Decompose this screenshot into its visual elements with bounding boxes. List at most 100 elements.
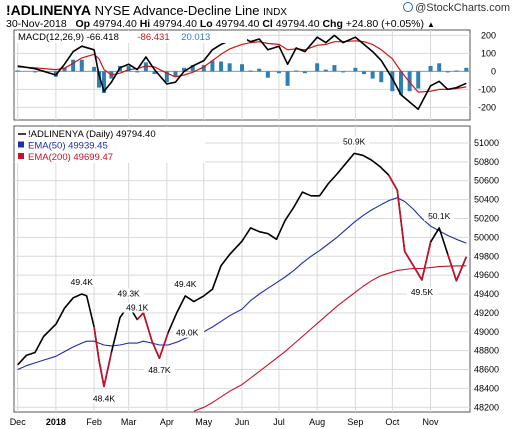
macd-histogram-bar [464,67,469,72]
macd-histogram-bar [182,67,187,72]
macd-histogram-bar [15,70,20,72]
price-annotation-label: 49.3K [118,288,141,298]
macd-histogram-bar [362,71,367,75]
macd-histogram-bar [240,64,244,72]
price-annotation-label: 49.4K [174,279,197,289]
price-annotation-label: 50.9K [343,136,366,146]
vertical-gridlines [17,30,432,412]
price-y-tick-label: 50000 [474,232,499,242]
x-tick-label: Feb [86,417,102,427]
macd-histogram-bar [32,71,37,73]
macd-histogram-bar [428,66,433,72]
macd-y-tick-label: 0 [491,66,496,76]
annotation-bg [66,277,97,288]
price-y-tick-label: 50800 [474,157,499,167]
price-decline-segment [93,326,113,388]
brand-watermark[interactable]: @StockCharts.com [403,2,510,14]
annotation-bg [339,136,370,147]
macd-histogram-bar [101,71,106,93]
annotation-bg [174,327,205,338]
price-y-tick-label: 50200 [474,214,499,224]
macd-histogram-bar [152,71,157,75]
macd-histogram-bar [445,71,450,73]
price-annotation-label: 49.5K [411,287,434,297]
macd-histogram-bar [285,71,290,86]
quote-line: 30-Nov-2018 Op 49794.40 Hi 49794.40 Lo 4… [6,18,435,30]
symbol-name: NYSE Advance-Decline Line [94,3,260,18]
price-annotation-label: 49.0K [176,328,199,338]
price-legend-swatch [18,153,24,159]
annotation-bg [144,365,175,376]
annotation-bg [122,302,153,313]
stockcharts-logo-icon [403,2,414,12]
macd-legend-entry: 20.013 [181,32,210,43]
macd-y-tick-label: 100 [481,48,496,58]
macd-histogram-bar [323,69,328,72]
price-decline-segment [447,254,468,282]
chart-title: !ADLINENYA NYSE Advance-Decline Line IND… [6,2,287,18]
price-legend-bg [15,127,205,163]
price-y-tick-label: 50600 [474,176,499,186]
annotation-bg [113,288,144,299]
price-legend-swatch [18,141,24,148]
macd-y-tick-label: -100 [478,84,496,94]
macd-histogram-bar [201,65,206,72]
open-value: 49794.40 [92,18,137,30]
macd-histogram-bar [126,66,131,72]
macd-histogram-bar [302,71,307,74]
price-y-tick-label: 48400 [474,383,499,393]
macd-histogram-bar [390,71,395,92]
macd-histogram-bar [416,71,421,89]
annotation-bg [88,393,119,404]
macd-histogram-bar [219,61,224,72]
macd-histogram-bar [97,71,102,88]
macd-histogram-bar [227,63,232,72]
macd-legend-entry: MACD(12,26,9) -66.418 [18,32,119,43]
macd-histogram-bar [257,68,262,72]
price-y-tick-label: 49000 [474,327,499,337]
price-y-tick-label: 49600 [474,270,499,280]
macd-histogram-bar [437,63,442,72]
x-tick-label: Nov [423,417,440,427]
brand-text: @StockCharts.com [415,2,510,14]
exchange: INDX [263,7,287,18]
price-decline-segment [136,312,169,359]
macd-histogram-bar [454,70,459,72]
macd-legend-bg [15,31,247,43]
price-y-tick-label: 49200 [474,308,499,318]
high-value: 49794.40 [153,18,197,30]
low-value: 49794.40 [215,18,260,30]
macd-histogram-bar [248,70,253,72]
x-tick-label: 2018 [46,417,66,427]
price-annotation-label: 48.4K [93,394,116,404]
price-annotation-label: 49.1K [126,302,149,312]
macd-legend-entry: -86.431 [137,32,169,43]
macd-histogram-bar [341,71,346,73]
macd-histogram-bar [398,71,403,95]
macd-histogram-bar [265,71,270,78]
symbol: !ADLINENYA [6,2,92,18]
price-y-tick-label: 48800 [474,346,499,356]
macd-y-tick-label: 200 [481,30,496,40]
price-y-tick-label: 51000 [474,138,499,148]
price-annotation-label: 49.4K [71,277,94,287]
macd-legend: MACD(12,26,9) -66.418 -86.431 20.013 [15,31,247,43]
close-value: 49794.40 [275,18,320,30]
annotation-bg [406,286,437,297]
macd-histogram-bar [353,67,358,72]
macd-histogram-bar [294,70,299,72]
change-value: +24.80 (+0.05%) [345,18,425,30]
macd-histogram-bar [173,71,178,77]
price-y-tick-label: 50400 [474,195,499,205]
ema50-line [17,197,467,371]
x-tick-label: Mar [121,417,137,427]
x-tick-label: Aug [309,417,325,427]
macd-histogram-bar [379,71,384,83]
price-y-tick-label: 49400 [474,289,499,299]
x-tick-label: Jul [273,417,285,427]
x-tick-label: Jun [235,417,250,427]
price-annotation-label: 48.7K [148,365,171,375]
price-legend-entry: EMA(200) 49699.47 [28,152,113,163]
trend-up-icon: ▲ [426,20,435,29]
